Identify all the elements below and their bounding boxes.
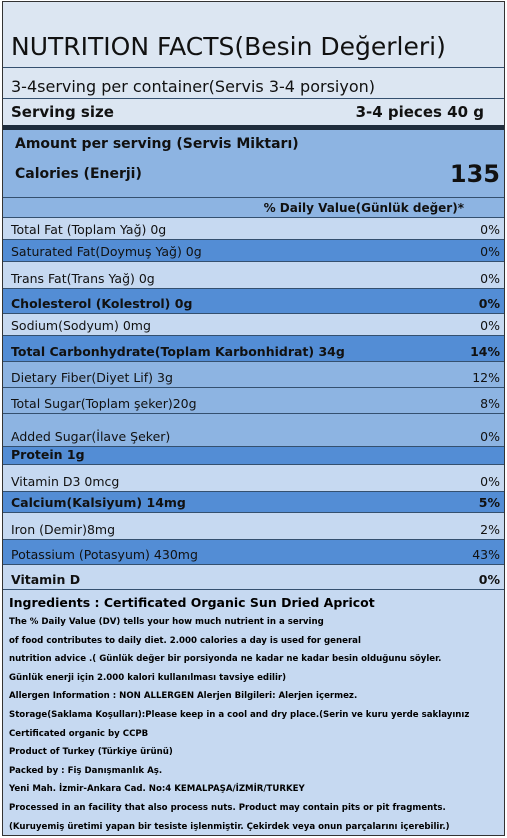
info-line: Packed by : Fiş Danışmanlık Aş. — [9, 765, 163, 776]
daily-value: 0% — [480, 271, 500, 286]
calories-line: Calories (Enerji) 135 — [15, 160, 500, 188]
info-line: Certificated organic by CCPB — [9, 728, 149, 739]
daily-value: 0% — [478, 296, 500, 311]
dv-header: % Daily Value(Günlük değer)* — [263, 201, 464, 215]
nutrient-name: Iron (Demir)8mg — [11, 522, 116, 537]
nutrient-row: Potassium (Potasyum) 430mg 43% — [3, 540, 504, 565]
nutrient-row: Sodium(Sodyum) 0mg 0% — [3, 314, 504, 336]
nutrient-name: Sodium(Sodyum) 0mg — [11, 318, 151, 333]
info-line: Günlük enerji için 2.000 kalori kullanıl… — [9, 672, 287, 683]
info-line: nutrition advice .( Günlük değer bir por… — [9, 654, 442, 665]
nutrient-row: Cholesterol (Kolestrol) 0g 0% — [3, 289, 504, 314]
daily-value: 0% — [480, 318, 500, 333]
info-line: Product of Turkey (Türkiye ürünü) — [9, 747, 173, 758]
info-line: The % Daily Value (DV) tells your how mu… — [9, 617, 324, 627]
nutrient-row: Total Fat (Toplam Yağ) 0g 0% — [3, 218, 504, 240]
daily-value: 14% — [470, 344, 500, 359]
daily-value: 5% — [478, 495, 500, 510]
servings-row: 3-4serving per container(Servis 3-4 pors… — [3, 68, 504, 99]
nutrient-name: Vitamin D3 0mcg — [11, 474, 120, 489]
nutrient-name: Dietary Fiber(Diyet Lif) 3g — [11, 370, 173, 385]
nutrient-name: Saturated Fat(Doymuş Yağ) 0g — [11, 244, 202, 259]
title-row: NUTRITION FACTS(Besin Değerleri) — [3, 2, 504, 68]
nutrient-name: Total Carbonhydrate(Toplam Karbonhidrat)… — [11, 344, 345, 359]
nutrient-row: Protein 1g — [3, 447, 504, 465]
daily-value: 2% — [480, 522, 500, 537]
calories-label: Calories (Enerji) — [15, 166, 142, 182]
ingredients-title: Ingredients : Certificated Organic Sun D… — [9, 595, 375, 610]
daily-value: 0% — [480, 429, 500, 444]
daily-value: 8% — [480, 396, 500, 411]
nutrient-row: Iron (Demir)8mg 2% — [3, 513, 504, 540]
nutrient-name: Total Sugar(Toplam şeker)20g — [11, 396, 197, 411]
daily-value: 43% — [472, 547, 500, 562]
info-line: of food contributes to daily diet. 2.000… — [9, 635, 361, 646]
amount-block: Amount per serving (Servis Miktarı) Calo… — [3, 130, 504, 198]
nutrient-name: Cholesterol (Kolestrol) 0g — [11, 296, 193, 311]
daily-value: 0% — [480, 222, 500, 237]
info-line: Yeni Mah. İzmir-Ankara Cad. No:4 KEMALPA… — [9, 784, 305, 795]
calories-value: 135 — [449, 160, 500, 188]
info-line: Storage(Saklama Koşulları):Please keep i… — [9, 709, 470, 720]
nutrient-row: Vitamin D3 0mcg 0% — [3, 465, 504, 492]
daily-value: 0% — [480, 474, 500, 489]
amount-label: Amount per serving (Servis Miktarı) — [15, 136, 299, 152]
nutrient-row: Calcium(Kalsiyum) 14mg 5% — [3, 492, 504, 513]
daily-value: 0% — [480, 244, 500, 259]
nutrient-row: Trans Fat(Trans Yağ) 0g 0% — [3, 262, 504, 289]
serving-size-value: 3-4 pieces 40 g — [355, 103, 484, 121]
info-line: Processed in an facility that also proce… — [9, 802, 446, 813]
serving-size-row: Serving size 3-4 pieces 40 g — [3, 99, 504, 130]
daily-value: 12% — [472, 370, 500, 385]
nutrient-name: Total Fat (Toplam Yağ) 0g — [11, 222, 167, 237]
nutrient-name: Added Sugar(İlave Şeker) — [11, 429, 171, 444]
nutrient-row: Total Sugar(Toplam şeker)20g 8% — [3, 388, 504, 414]
nutrient-row: Vitamin D 0% — [3, 565, 504, 590]
servings: 3-4serving per container(Servis 3-4 pors… — [11, 77, 375, 96]
daily-value: 0% — [478, 572, 500, 587]
ingredients-block: Ingredients : Certificated Organic Sun D… — [3, 590, 504, 835]
info-line: (Kuruyemiş üretimi yapan bir tesiste işl… — [9, 821, 450, 832]
title: NUTRITION FACTS(Besin Değerleri) — [11, 32, 446, 61]
info-line: Allergen Information : NON ALLERGEN Aler… — [9, 691, 358, 702]
nutrient-name: Calcium(Kalsiyum) 14mg — [11, 495, 186, 510]
nutrient-name: Potassium (Potasyum) 430mg — [11, 547, 198, 562]
nutrient-row: Dietary Fiber(Diyet Lif) 3g 12% — [3, 362, 504, 388]
nutrient-name: Protein 1g — [11, 447, 85, 462]
nutrient-name: Trans Fat(Trans Yağ) 0g — [11, 271, 155, 286]
nutrient-row: Total Carbonhydrate(Toplam Karbonhidrat)… — [3, 336, 504, 362]
nutrient-row: Added Sugar(İlave Şeker) 0% — [3, 414, 504, 447]
dv-header-row: % Daily Value(Günlük değer)* — [3, 198, 504, 218]
serving-size-label: Serving size — [11, 103, 114, 121]
nutrient-row: Saturated Fat(Doymuş Yağ) 0g 0% — [3, 240, 504, 262]
nutrient-name: Vitamin D — [11, 572, 81, 587]
